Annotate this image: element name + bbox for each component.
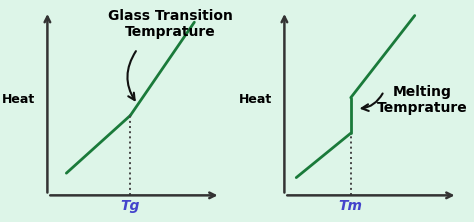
Text: Melting
Temprature: Melting Temprature	[376, 85, 467, 115]
Text: Heat: Heat	[239, 93, 273, 106]
Text: Glass Transition
Temprature: Glass Transition Temprature	[108, 9, 233, 39]
Text: Heat: Heat	[2, 93, 36, 106]
Text: Tm: Tm	[339, 199, 363, 214]
Text: Tg: Tg	[121, 199, 140, 214]
